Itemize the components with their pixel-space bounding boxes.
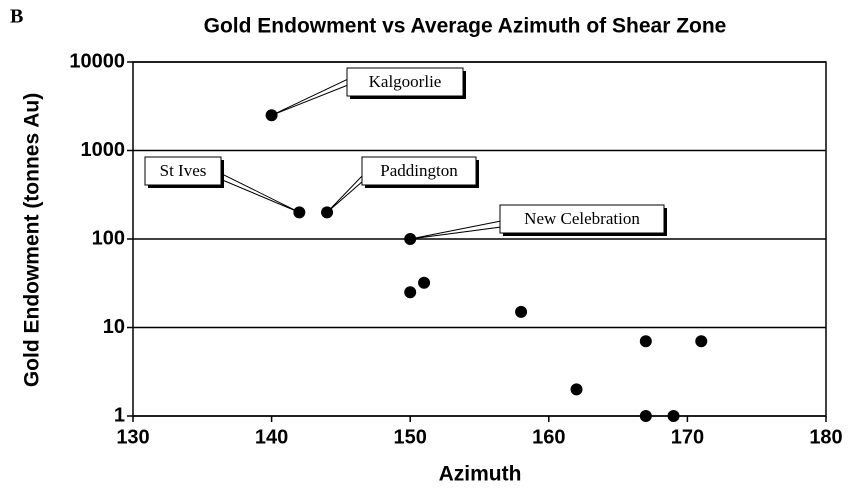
point	[667, 410, 680, 422]
x-tick-label: 180	[809, 426, 842, 448]
x-tick-label: 150	[394, 426, 427, 448]
annotation-box	[346, 67, 464, 97]
point	[639, 335, 652, 348]
y-tick-label: 100	[92, 227, 125, 249]
x-tick-label: 140	[255, 426, 288, 448]
annotation-box	[361, 156, 477, 186]
point	[418, 276, 431, 289]
point	[695, 335, 708, 348]
point	[570, 383, 583, 396]
leader	[271, 78, 349, 116]
plot-frame	[132, 61, 827, 417]
x-tick-label: 160	[532, 426, 565, 448]
point	[404, 286, 417, 299]
annotation: Paddington	[380, 161, 458, 180]
panel-label: B	[10, 6, 23, 28]
x-tick-label: 130	[116, 426, 149, 448]
y-tick-label: 1000	[81, 139, 126, 161]
leader	[326, 173, 364, 213]
annotation: Kalgoorlie	[369, 72, 442, 91]
annotation-box	[144, 156, 222, 186]
annotation: New Celebration	[524, 209, 640, 228]
y-tick-label: 1	[114, 404, 125, 426]
y-axis-label: Gold Endowment (tonnes Au)	[21, 93, 44, 387]
annotation: St Ives	[160, 161, 207, 180]
y-tick-label: 10	[103, 316, 125, 338]
x-tick-label: 170	[671, 426, 704, 448]
point	[639, 410, 652, 422]
x-axis-label: Azimuth	[439, 463, 522, 486]
point	[515, 305, 528, 318]
leader	[410, 220, 502, 240]
annotation-box	[499, 204, 665, 234]
chart-title: Gold Endowment vs Average Azimuth of She…	[204, 15, 727, 38]
y-tick-label: 10000	[69, 50, 125, 72]
leader	[219, 172, 300, 213]
